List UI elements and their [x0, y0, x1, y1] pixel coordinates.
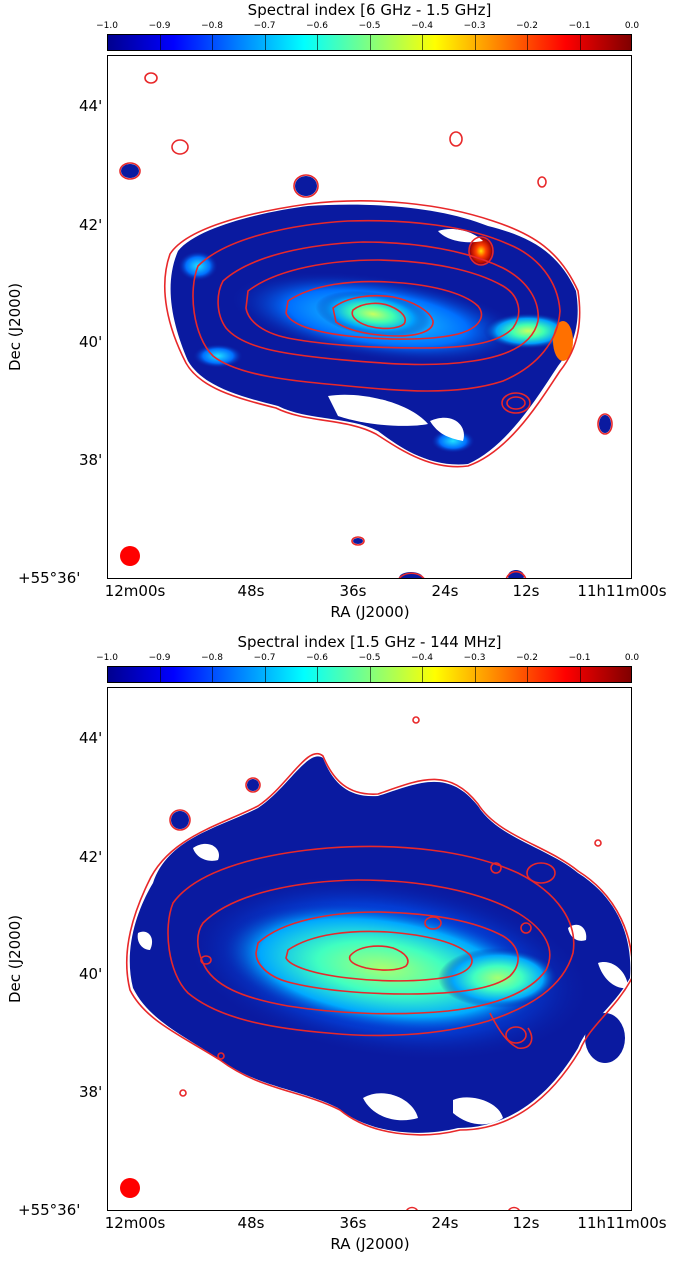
x-tick-12m00s: 12m00s	[104, 582, 166, 600]
x-tick-24s: 24s	[431, 1214, 459, 1232]
y-tick-38: 38'	[79, 451, 103, 469]
y-tick-40: 40'	[79, 965, 103, 983]
colorbar-tick-label: −1.0	[96, 653, 118, 663]
colorbar-tick-mark	[317, 666, 318, 683]
y-axis-label: Dec (J2000)	[6, 282, 24, 371]
colorbar-tick-mark	[579, 34, 581, 51]
x-tick-36s: 36s	[339, 1214, 367, 1232]
y-tick-36: +55°36'	[18, 1201, 81, 1219]
colorbar-tick-mark	[159, 34, 161, 51]
x-tick-48s: 48s	[237, 1214, 265, 1232]
map-svg	[119, 72, 613, 578]
spectral-index-map	[107, 55, 632, 579]
colorbar-tick-mark	[474, 666, 476, 683]
colorbar-tick-label: −0.3	[463, 21, 486, 31]
y-tick-44: 44'	[79, 97, 103, 115]
y-tick-44: 44'	[79, 729, 103, 747]
x-tick-12s: 12s	[512, 1214, 540, 1232]
colorbar-tick-mark	[264, 34, 266, 51]
colorbar-tick-mark	[422, 34, 423, 51]
y-tick-42: 42'	[79, 216, 103, 234]
y-tick-42: 42'	[79, 848, 103, 866]
colorbar-tick-mark	[579, 666, 581, 683]
map-svg	[120, 716, 631, 1210]
colorbar-tick-mark	[212, 666, 213, 683]
colorbar-tick-label: −0.1	[568, 21, 591, 31]
colorbar-tick-label: −0.3	[463, 653, 486, 663]
x-tick-12m00s: 12m00s	[104, 1214, 166, 1232]
colorbar-tick-mark	[264, 666, 266, 683]
spectral-index-panel-144mhz: Spectral index [1.5 GHz - 144 MHz]	[0, 632, 679, 1264]
colorbar-tick-label: −1.0	[96, 21, 118, 31]
x-tick-24s: 24s	[431, 582, 459, 600]
beam-marker	[120, 546, 140, 566]
colorbar-tick-mark	[527, 34, 528, 51]
colorbar-tick-label: −0.4	[411, 21, 433, 31]
x-tick-11h11m00s: 11h11m00s	[577, 1214, 667, 1232]
colorbar-tick-mark	[422, 666, 423, 683]
colorbar-tick-mark	[369, 34, 371, 51]
colorbar-tick-label: −0.1	[568, 653, 591, 663]
colorbar-tick-mark	[317, 34, 318, 51]
x-axis-label: RA (J2000)	[330, 603, 410, 621]
colorbar-tick-label: −0.2	[516, 21, 538, 31]
colorbar-tick-mark	[474, 34, 476, 51]
colorbar-tick-label: 0.0	[624, 653, 640, 663]
colorbar-tick-label: −0.9	[148, 653, 171, 663]
y-axis-label: Dec (J2000)	[6, 914, 24, 1003]
contour-lines	[126, 716, 631, 1210]
colorbar-tick-label: −0.2	[516, 653, 538, 663]
colorbar-title: Spectral index [6 GHz - 1.5 GHz]	[247, 1, 492, 19]
x-tick-12s: 12s	[512, 582, 540, 600]
colorbar-tick-label: −0.8	[201, 653, 223, 663]
colorbar-tick-mark	[527, 666, 528, 683]
colorbar-tick-label: 0.0	[624, 21, 640, 31]
y-tick-36: +55°36'	[18, 569, 81, 587]
colorbar-tick-label: −0.6	[306, 653, 328, 663]
x-tick-36s: 36s	[339, 582, 367, 600]
colorbar-tick-mark	[159, 666, 161, 683]
y-tick-38: 38'	[79, 1083, 103, 1101]
colorbar-tick-label: −0.7	[253, 21, 276, 31]
contour-lines	[119, 72, 613, 578]
colorbar-tick-mark	[369, 666, 371, 683]
spectral-index-panel-6ghz: Spectral index [6 GHz - 1.5 GHz]	[0, 0, 679, 632]
colorbar-tick-label: −0.8	[201, 21, 223, 31]
colorbar-tick-mark	[212, 34, 213, 51]
colorbar-tick-label: −0.6	[306, 21, 328, 31]
y-tick-40: 40'	[79, 333, 103, 351]
colorbar-tick-label: −0.5	[358, 21, 381, 31]
colorbar-title: Spectral index [1.5 GHz - 144 MHz]	[237, 633, 502, 651]
colorbar-tick-label: −0.4	[411, 653, 433, 663]
spectral-index-map	[107, 687, 632, 1211]
x-tick-48s: 48s	[237, 582, 265, 600]
x-tick-11h11m00s: 11h11m00s	[577, 582, 667, 600]
colorbar-tick-label: −0.5	[358, 653, 381, 663]
beam-marker	[120, 1178, 140, 1198]
colorbar-tick-label: −0.7	[253, 653, 276, 663]
colorbar-tick-label: −0.9	[148, 21, 171, 31]
x-axis-label: RA (J2000)	[330, 1235, 410, 1253]
